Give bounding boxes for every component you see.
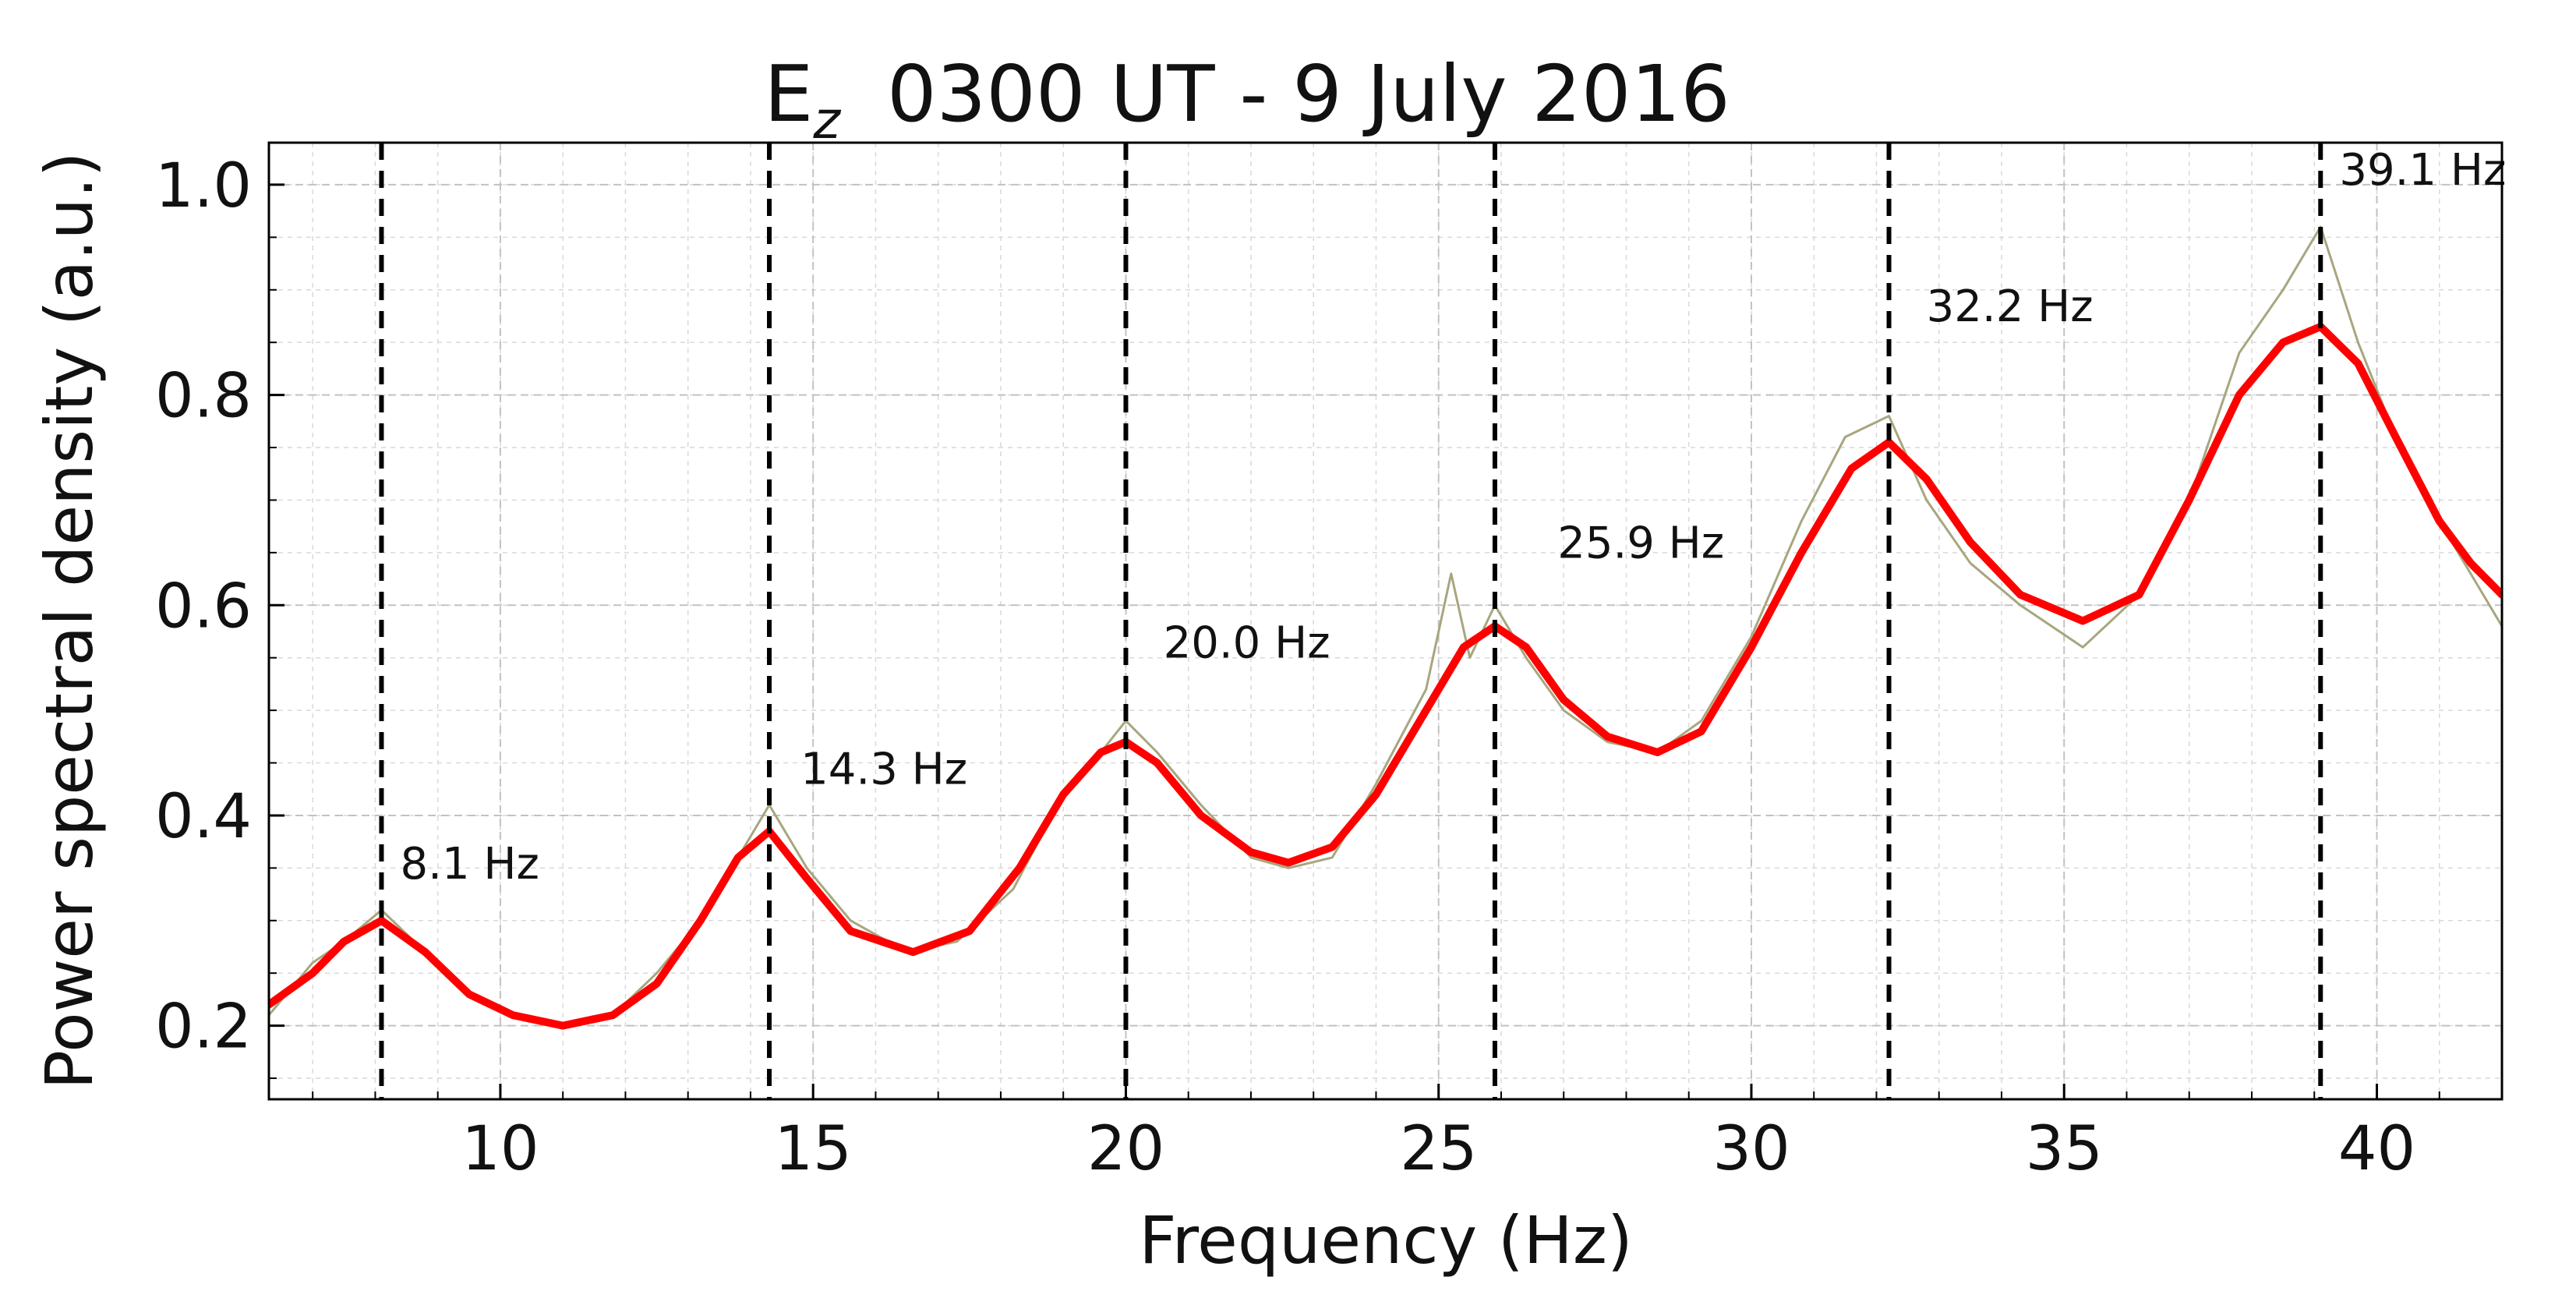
x-tick-label: 20 bbox=[1087, 1114, 1164, 1184]
x-axis-label: Frequency (Hz) bbox=[1139, 1202, 1632, 1279]
chart-title: Ez 0300 UT - 9 July 2016 bbox=[764, 48, 1730, 150]
y-tick-label: 0.2 bbox=[155, 992, 252, 1063]
x-tick-label: 15 bbox=[775, 1114, 852, 1184]
y-tick-label: 0.8 bbox=[155, 362, 252, 432]
x-tick-label: 10 bbox=[461, 1114, 539, 1184]
peak-label: 25.9 Hz bbox=[1557, 518, 1724, 569]
annotation-layer: 8.1 Hz 14.3 Hz 20.0 Hz 25.9 Hz 32.2 Hz 39.1 H… bbox=[401, 145, 2507, 890]
peak-label: 20.0 Hz bbox=[1164, 618, 1330, 669]
title-subscript: z bbox=[812, 90, 841, 150]
y-axis-label: Power spectral density (a.u.) bbox=[31, 152, 108, 1090]
plot-layer bbox=[269, 143, 2502, 1099]
axes-frame bbox=[267, 141, 2504, 1101]
x-tick-label: 30 bbox=[1712, 1114, 1790, 1184]
y-tick-label: 1.0 bbox=[155, 151, 252, 221]
raw-spectrum-line bbox=[269, 225, 2502, 1028]
peak-label: 39.1 Hz bbox=[2339, 145, 2506, 196]
title-main: E bbox=[764, 48, 813, 140]
peak-label: 8.1 Hz bbox=[401, 839, 539, 890]
x-tick-label: 25 bbox=[1400, 1114, 1477, 1184]
peak-label: 32.2 Hz bbox=[1927, 281, 2094, 332]
fit-curve-line bbox=[269, 323, 2502, 1030]
title-rest: 0300 UT - 9 July 2016 bbox=[887, 48, 1730, 140]
grid-layer bbox=[269, 143, 2503, 1099]
peak-label: 14.3 Hz bbox=[800, 744, 967, 794]
tick-layer: 10 15 20 25 30 35 40 0.2 0.4 0.6 0.8 1.0 bbox=[155, 151, 2503, 1184]
x-tick-label: 35 bbox=[2026, 1114, 2103, 1184]
y-tick-label: 0.4 bbox=[155, 782, 252, 852]
y-tick-label: 0.6 bbox=[155, 571, 252, 642]
x-tick-label: 40 bbox=[2338, 1114, 2415, 1184]
